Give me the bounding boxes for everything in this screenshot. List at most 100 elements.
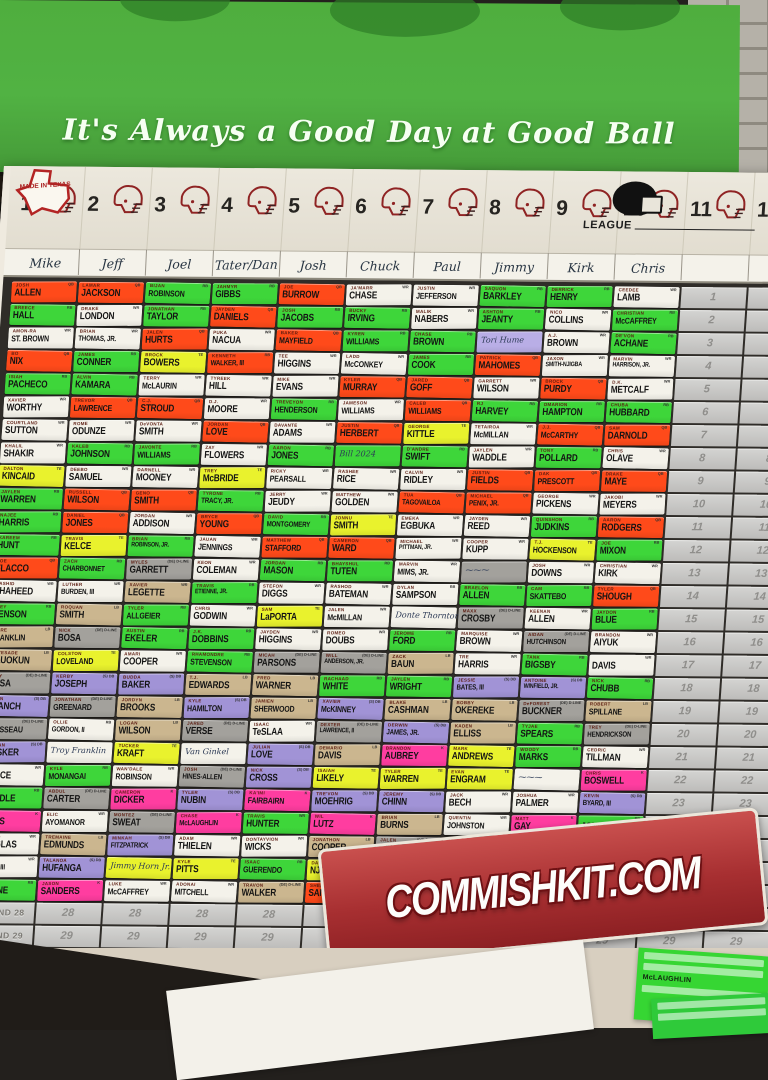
empty-round-cell: 6 [672,401,738,423]
sticker-last-name: SHAHEED [0,585,33,597]
sticker-position: WR [132,305,139,309]
sticker-position: LB [372,745,377,749]
sticker-last-name: HUNTER [245,818,279,829]
sticker-position: RB [399,331,405,335]
sticker-first-name: D.K. [612,379,622,384]
team-label-chuck: Chuck [347,252,415,279]
sticker-first-name: KADEN [454,723,472,728]
sticker-last-name: EVANS [275,381,302,392]
sticker-last-name: MITCHELL [174,886,209,897]
sticker-last-name: LIKELY [315,772,343,783]
sticker-first-name: DeFOREST [523,701,550,706]
sticker-last-name: LUTZ [312,818,333,829]
draft-cell: 29 [100,925,167,948]
sticker-first-name: ISAIAH [317,767,334,772]
sticker-first-name: BIJAN [149,282,164,287]
empty-round-cell: 3 [677,332,743,354]
sticker-last-name: OLUOKUN [0,654,30,666]
helmet-icon [374,183,417,223]
sticker-last-name: WARD [331,542,356,553]
sticker-last-name: MAYE [604,476,627,487]
sticker-first-name: JOE [601,540,611,545]
round-cell-number: 22 [741,775,754,787]
sticker-position: WR [665,356,672,360]
draft-cell: 15 [657,608,724,631]
sticker-position: WR [638,748,645,752]
empty-round-cell: 2 [745,310,768,332]
sticker-position: WR [394,400,401,404]
helmet-icon [173,182,216,222]
sticker-position: RB [401,308,407,312]
empty-round-cell: 13 [661,562,727,584]
sticker-first-name: KENNETH [211,353,235,358]
empty-round-cell: 16 [723,632,768,654]
sticker-last-name: RIDLEY [403,474,433,485]
empty-round-cell: 28 [35,902,101,924]
sticker-last-name: FLACCO [0,563,29,574]
draft-cell: Donte Thornton Jr. [390,606,457,629]
sticker-position: RB [269,284,275,288]
empty-round-cell: 29 [234,927,300,949]
sticker-last-name: COLLINS [548,314,584,326]
round-cell-number: 14 [686,590,699,602]
sticker-first-name: CHRISTIAN [616,310,644,315]
sticker-last-name: PRESCOTT [537,476,574,486]
helmet-icon [441,184,484,224]
sticker-last-name: JACOBS [280,312,314,323]
empty-round-cell: 4 [742,356,768,378]
empty-round-cell: 10 [733,494,768,516]
sticker-last-name: DAVIS [591,660,615,671]
sticker-position: QB [655,518,661,522]
sticker-first-name: BLAKE [389,699,406,704]
draft-cell: 20 [717,724,768,747]
sticker-first-name: JAVONTE [138,444,161,449]
sticker-position: WR [249,560,256,564]
round-cell-number: 28 [62,907,75,919]
round-cell-number: 2 [708,314,715,326]
sticker-last-name: PENIX, JR. [468,498,498,507]
round-cell-number: 29 [60,930,73,942]
sticker-first-name: TYREEK [210,375,230,380]
team-label-blank [681,255,749,282]
